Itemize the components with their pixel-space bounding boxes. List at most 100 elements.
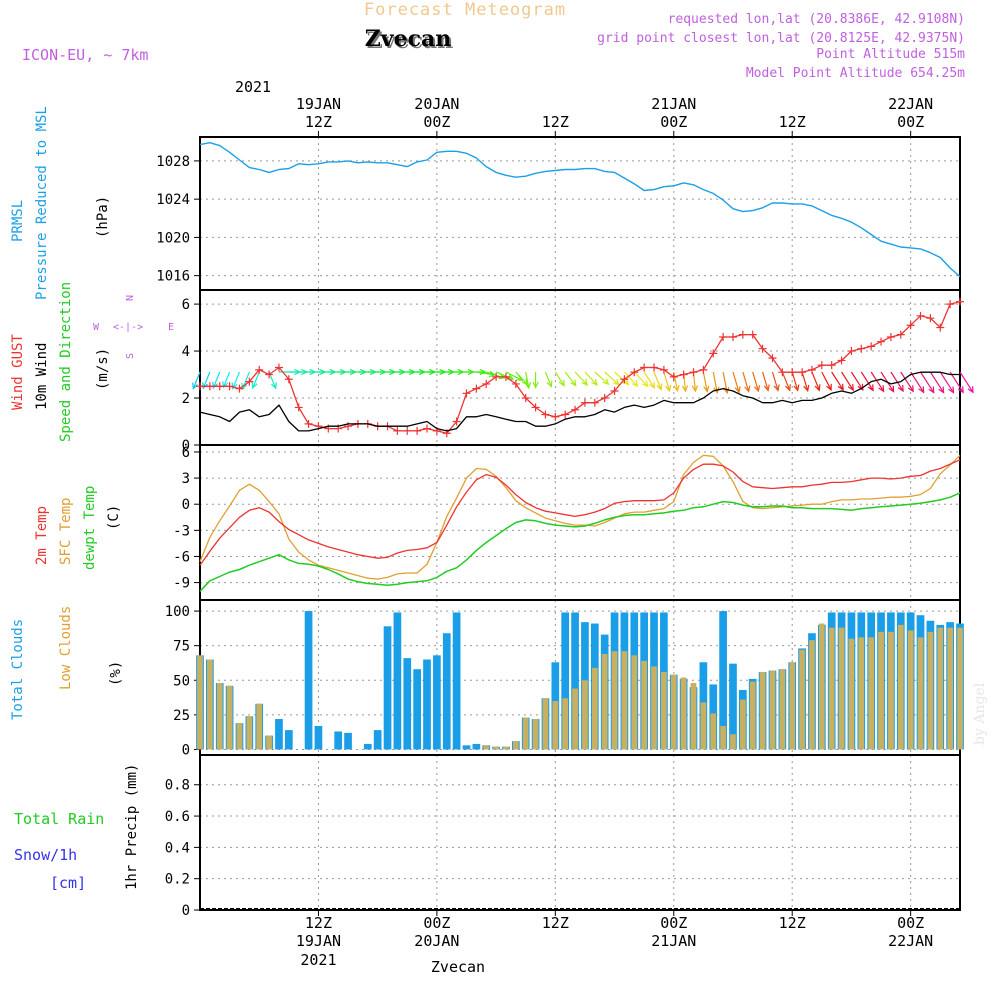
ytick-label-clouds: 25 bbox=[173, 708, 190, 724]
wind-arrow-head bbox=[251, 381, 258, 390]
wind-arrow-head bbox=[734, 386, 741, 394]
ytick-label-wind: 6 bbox=[182, 297, 190, 313]
low-cloud-bar bbox=[236, 723, 243, 750]
low-cloud-bar bbox=[197, 655, 203, 750]
wind-arrow-head bbox=[673, 384, 680, 393]
wind-arrow-head bbox=[847, 384, 854, 392]
top-hour-label: 12Z bbox=[305, 113, 332, 131]
total-cloud-bar bbox=[383, 626, 392, 750]
total-cloud-bar bbox=[284, 730, 293, 750]
wind-arrow bbox=[732, 371, 740, 393]
ytick-label-pressure: 1028 bbox=[156, 154, 190, 170]
wind-arrow bbox=[495, 371, 514, 380]
gust-marker bbox=[640, 363, 649, 372]
ytick-label-wind: 2 bbox=[182, 391, 190, 407]
low-cloud-bar bbox=[868, 637, 875, 750]
wind-arrow bbox=[643, 371, 655, 389]
gust-marker bbox=[916, 311, 925, 320]
gust-marker bbox=[501, 372, 510, 381]
low-cloud-bar bbox=[710, 713, 717, 750]
gust-marker bbox=[215, 382, 224, 391]
top-hour-label: 00Z bbox=[660, 113, 687, 131]
wind-arrow-head bbox=[498, 373, 506, 380]
gust-marker bbox=[857, 344, 866, 353]
wind-arrow bbox=[791, 371, 799, 391]
low-cloud-bar bbox=[670, 674, 677, 750]
wind-arrow bbox=[762, 371, 769, 391]
wind-arrow-head bbox=[613, 378, 620, 386]
gust-marker bbox=[956, 297, 964, 306]
sfc-temp-line bbox=[199, 454, 961, 580]
pressure-labels: PRMSL Pressure Reduced to MSL (hPa) bbox=[10, 106, 111, 300]
gust-marker bbox=[926, 314, 935, 323]
gust-marker bbox=[235, 384, 244, 393]
low-cloud-bar bbox=[562, 698, 569, 750]
wind-arrow-head bbox=[703, 385, 710, 393]
wind-arrow bbox=[515, 371, 528, 385]
t2m-line bbox=[199, 459, 961, 566]
wind-arrow-head bbox=[631, 380, 639, 388]
pressure-unit: (hPa) bbox=[95, 196, 111, 238]
gust-marker bbox=[748, 330, 757, 339]
wind-arrow bbox=[811, 371, 820, 391]
wind10m-label: 10m Wind bbox=[34, 343, 50, 410]
dewpt-label: dewpt Temp bbox=[82, 486, 98, 570]
low-cloud-bar bbox=[226, 685, 233, 750]
ytick-label-clouds: 100 bbox=[165, 604, 190, 620]
low-cloud-bar bbox=[266, 735, 272, 750]
wind-arrow bbox=[831, 371, 844, 391]
wind-arrow bbox=[939, 371, 954, 393]
low-cloud-bar bbox=[838, 627, 845, 750]
wind-arrow bbox=[633, 371, 649, 387]
gust-marker bbox=[551, 412, 560, 421]
gust-marker bbox=[541, 410, 550, 419]
bottom-date-label: 20JAN bbox=[414, 932, 459, 950]
frame-wind bbox=[199, 289, 961, 446]
total-cloud-bar bbox=[373, 730, 382, 750]
top-hour-label: 12Z bbox=[542, 113, 569, 131]
gust-marker bbox=[561, 410, 570, 419]
gust-marker bbox=[650, 363, 659, 372]
compass-s: S bbox=[125, 353, 136, 359]
gust-marker bbox=[827, 361, 836, 370]
gust-marker bbox=[709, 349, 718, 358]
ytick-label-temperature: 6 bbox=[182, 445, 190, 461]
compass-w: W bbox=[93, 322, 100, 333]
gust-marker bbox=[906, 321, 915, 330]
gust-marker bbox=[580, 398, 589, 407]
wind-arrow-head bbox=[744, 385, 751, 393]
snow-unit: [cm] bbox=[50, 874, 86, 892]
wind-arrow-head bbox=[897, 384, 904, 393]
gust-marker bbox=[403, 426, 412, 435]
gust-marker bbox=[768, 354, 777, 363]
low-cloud-bar bbox=[917, 637, 924, 750]
low-cloud-bar bbox=[730, 734, 736, 750]
low-cloud-bar bbox=[700, 702, 707, 750]
frame-clouds bbox=[199, 599, 961, 756]
low-cloud-bar bbox=[759, 671, 766, 750]
wind-arrow bbox=[870, 371, 885, 392]
wind-arrow bbox=[949, 371, 964, 393]
low-cloud-bar bbox=[246, 716, 253, 750]
wind-arrow bbox=[781, 371, 791, 391]
wind-arrow bbox=[192, 371, 201, 389]
bottom-year-label: 2021 bbox=[300, 951, 336, 969]
wind-arrow-head bbox=[907, 385, 914, 393]
low-cloud-bar bbox=[937, 627, 944, 750]
wind-arrow bbox=[594, 371, 609, 385]
top-date-label: 20JAN bbox=[414, 95, 459, 113]
panel-temperature: -9 -6 -3 0 3 6 bbox=[173, 444, 961, 601]
ytick-label-temperature: -3 bbox=[173, 523, 190, 539]
bottom-hour-label: 12Z bbox=[779, 914, 806, 932]
low-cloud-bar bbox=[611, 651, 618, 750]
low-cloud-bar bbox=[858, 637, 865, 750]
compass-n: N bbox=[125, 295, 136, 301]
gust-marker bbox=[521, 394, 530, 403]
low-cloud-bar bbox=[957, 627, 963, 750]
low-cloud-bar bbox=[661, 671, 667, 750]
requested-coords: requested lon,lat (20.8386E, 42.9108N) bbox=[668, 12, 965, 27]
low-cloud-bar bbox=[207, 659, 213, 750]
location-title-shadow: Zvecan bbox=[367, 28, 454, 54]
gust-marker bbox=[472, 384, 481, 393]
